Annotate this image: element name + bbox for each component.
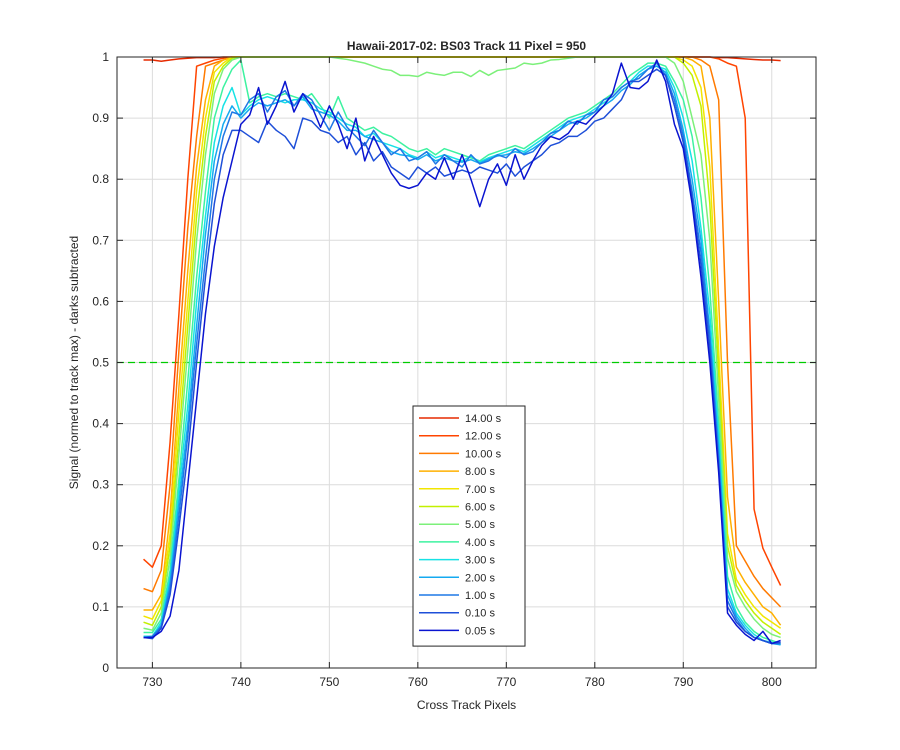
legend-label: 10.00 s [465,448,502,460]
legend-label: 2.00 s [465,572,495,584]
y-tick-label: 0.2 [92,539,109,553]
series-line [143,65,781,646]
legend-label: 0.05 s [465,625,495,637]
y-tick-label: 0.5 [92,356,109,370]
legend-label: 7.00 s [465,484,495,496]
legend-label: 1.00 s [465,590,495,602]
y-axis-ticks: 0 0.1 0.2 0.3 0.4 0.5 0.6 0.7 0.8 0.9 1 [92,50,816,675]
legend-label: 8.00 s [465,466,495,478]
legend-label: 5.00 s [465,519,495,531]
y-tick-label: 1 [102,50,109,64]
y-tick-label: 0.1 [92,600,109,614]
legend: 14.00 s 12.00 s 10.00 s 8.00 s 7.00 s 6.00 s 5… [412,405,526,647]
y-tick-label: 0 [102,661,109,675]
legend-label: 6.00 s [465,502,495,514]
y-tick-label: 0.6 [92,294,109,308]
y-tick-label: 0.4 [92,417,109,431]
y-tick-label: 0.3 [92,478,109,492]
legend-label: 0.10 s [465,608,495,620]
x-tick-label: 760 [408,675,428,689]
x-tick-label: 740 [231,675,251,689]
legend-label: 4.00 s [465,537,495,549]
x-tick-label: 790 [673,675,693,689]
y-tick-label: 0.7 [92,233,109,247]
legend-box [412,405,526,647]
y-axis-label: Signal (normed to track max) - darks sub… [67,236,81,489]
y-tick-label: 0.9 [92,111,109,125]
series-line [143,65,781,646]
legend-label: 3.00 s [465,555,495,567]
y-tick-label: 0.8 [92,172,109,186]
x-tick-label: 730 [142,675,162,689]
x-axis-label: Cross Track Pixels [417,698,516,712]
x-tick-label: 750 [319,675,339,689]
legend-label: 12.00 s [465,431,502,443]
series-line [143,62,781,645]
x-tick-label: 770 [496,675,516,689]
x-tick-label: 780 [585,675,605,689]
series-line [143,59,781,645]
legend-label: 14.00 s [465,413,502,425]
x-axis-ticks: 730 740 750 760 770 780 790 800 [142,57,782,689]
x-tick-label: 800 [762,675,782,689]
chart-title: Hawaii-2017-02: BS03 Track 11 Pixel = 95… [347,39,586,53]
series-line [143,68,781,645]
